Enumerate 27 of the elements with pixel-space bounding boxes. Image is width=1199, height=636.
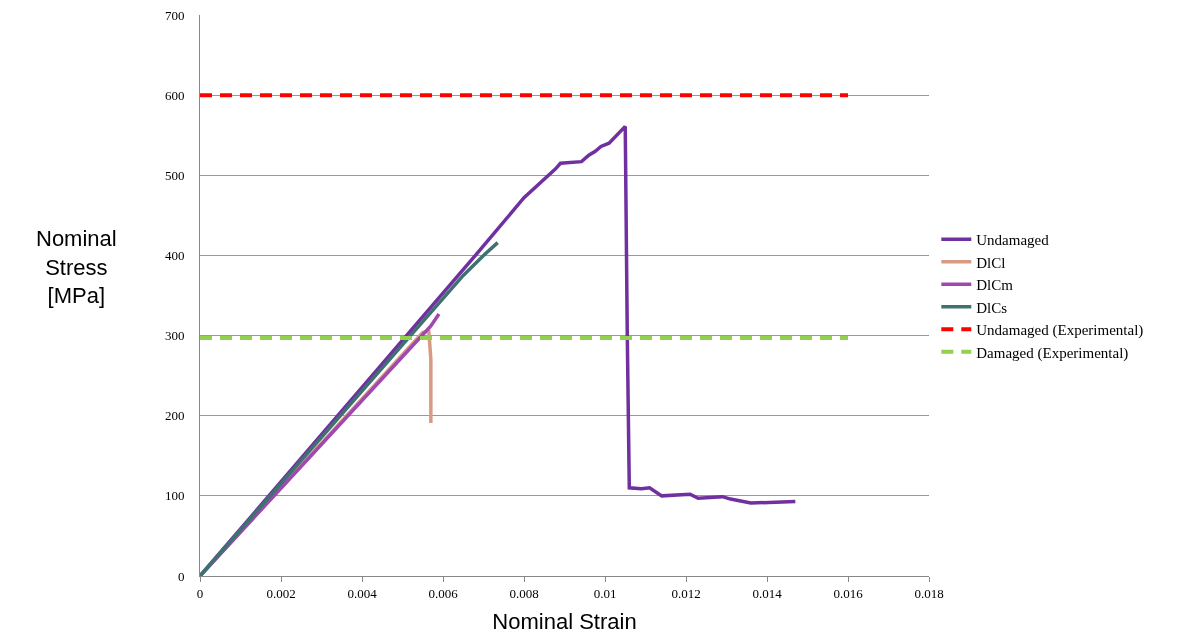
y-tick-label: 300 — [164, 328, 185, 344]
x-tick-label: 0.018 — [914, 585, 944, 601]
x-axis-title: Nominal Strain — [492, 609, 637, 635]
x-tick-label: 0 — [196, 585, 204, 601]
legend-label: DlCm — [976, 277, 1014, 294]
y-tick-label: 700 — [164, 7, 185, 23]
legend-label: Undamaged — [976, 232, 1050, 249]
y-tick-label: 500 — [164, 167, 185, 183]
x-tick-label: 0.014 — [752, 585, 783, 601]
x-tick-label: 0.01 — [593, 585, 617, 601]
x-tick-label: 0.004 — [347, 585, 378, 601]
x-tick-label: 0.012 — [671, 585, 701, 601]
x-tick-label: 0.008 — [509, 585, 539, 601]
line-series — [200, 240, 500, 576]
legend-label: Undamaged (Experimental) — [976, 322, 1144, 340]
x-tick-label: 0.002 — [266, 585, 296, 601]
y-axis-title: Nominal Stress [MPa] — [36, 226, 117, 309]
legend-label: DlCl — [976, 254, 1006, 271]
x-tick-label: 0.006 — [428, 585, 459, 601]
y-tick-label: 600 — [164, 87, 185, 103]
x-tick-label: 0.016 — [833, 585, 864, 601]
legend-label: Damaged (Experimental) — [976, 344, 1129, 362]
y-tick-label: 400 — [164, 247, 185, 263]
y-tick-label: 100 — [164, 488, 185, 504]
y-tick-label: 0 — [177, 568, 185, 584]
y-tick-label: 200 — [164, 408, 185, 424]
legend-label: DlCs — [976, 299, 1008, 316]
